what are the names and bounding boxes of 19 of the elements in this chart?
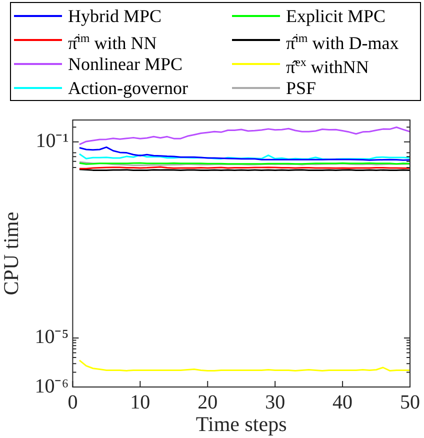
x-axis-title: Time steps (196, 412, 287, 436)
x-tick-label: 10 (130, 391, 150, 414)
y-tick-label: 10⁻⁶ (34, 375, 69, 398)
x-tick-label: 20 (198, 391, 218, 414)
y-tick-label: 10⁻¹ (36, 130, 69, 152)
legend-label: Hybrid MPC (68, 5, 162, 28)
y-tick-label: 10⁻⁵ (34, 326, 69, 348)
x-tick-label: 30 (265, 391, 286, 414)
x-tick-label: 50 (400, 391, 420, 414)
legend-label: Action-governor (68, 77, 188, 100)
legend-label: Nonlinear MPC (68, 53, 182, 76)
legend-label: π̂$^{im}$ with NN (68, 30, 157, 54)
legend-label: π̂$^{ex}$ withNN (286, 54, 369, 76)
x-tick-label: 40 (332, 391, 353, 414)
legend-label: PSF (286, 77, 316, 100)
legend-label: π̂$^{im}$ with D-max (286, 30, 399, 54)
legend-label: Explicit MPC (286, 5, 386, 28)
x-tick-label: 0 (68, 391, 78, 414)
y-axis-title: CPU time (0, 212, 24, 296)
